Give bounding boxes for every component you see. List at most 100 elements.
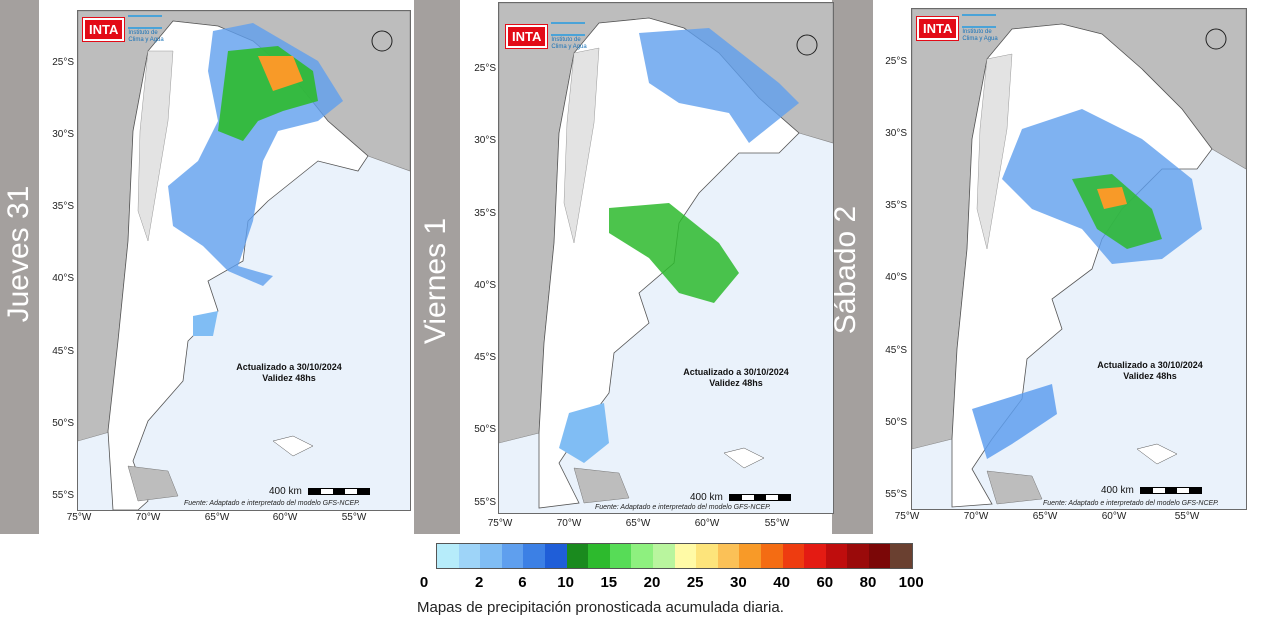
update-info: Actualizado a 30/10/2024 Validez 48hs [1085, 360, 1215, 382]
legend-swatch [523, 544, 545, 568]
legend-value: 80 [859, 574, 877, 591]
lon-label: 75°W [894, 511, 920, 522]
lon-label: 70°W [556, 518, 582, 529]
map-frame [498, 2, 834, 514]
tierra-del-fuego [573, 467, 630, 504]
andes-hatch [563, 47, 600, 244]
lat-label: 35°S [885, 200, 907, 211]
legend-value: 20 [643, 574, 661, 591]
legend-value: 100 [898, 574, 924, 591]
legend-swatch [501, 544, 524, 568]
precipitation-legend: 0 2 6 10 15 20 25 30 40 60 80 100 Mapas de precipit… [409, 538, 924, 628]
update-info: Actualizado a 30/10/2024 Validez 48hs [671, 367, 801, 389]
legend-swatch [717, 544, 740, 568]
inta-logo: INTA Instituto de Clima y Agua [81, 15, 172, 44]
lon-label: 60°W [272, 512, 298, 523]
waves-icon [128, 15, 163, 29]
lat-label: 40°S [474, 280, 496, 291]
lat-label: 30°S [474, 135, 496, 146]
lon-label: 75°W [487, 518, 513, 529]
inta-logo-text: INTA [504, 24, 549, 49]
update-date: Actualizado a 30/10/2024 [1097, 360, 1203, 370]
lat-label: 55°S [885, 489, 907, 500]
compass-mark [1205, 28, 1227, 50]
lon-label: 65°W [204, 512, 230, 523]
andes-hatch [137, 50, 174, 242]
legend-swatch [847, 544, 869, 568]
legend-values: 0 2 6 10 15 20 25 30 40 60 80 100 [409, 574, 924, 594]
legend-swatch [566, 544, 589, 568]
rain-orange [258, 56, 303, 91]
source-note: Fuente: Adaptado e interpretado del mode… [1043, 500, 1219, 507]
legend-value: 30 [730, 574, 747, 591]
lat-label: 50°S [52, 418, 74, 429]
lat-label: 30°S [885, 128, 907, 139]
lat-label: 40°S [885, 272, 907, 283]
legend-swatch [609, 544, 632, 568]
legend-value: 6 [518, 574, 527, 591]
rain-patagonia [972, 384, 1057, 459]
tierra-del-fuego [127, 465, 179, 502]
day-label-3: Sábado 2 [829, 205, 862, 335]
legend-swatch [652, 544, 675, 568]
rain-blue-south [559, 403, 609, 463]
falklands [1136, 443, 1178, 465]
scale-graphic [307, 488, 370, 495]
forecast-panel-1: INTA Instituto de Clima y Agua Actualiza… [39, 0, 411, 534]
institute-logo: Instituto de Clima y Agua [962, 14, 1006, 43]
lon-label: 55°W [1174, 511, 1200, 522]
scale-label: 400 km [690, 492, 723, 503]
forecast-panel-3: INTA Instituto de Clima y Agua Actualiza… [873, 0, 1262, 534]
lat-label: 40°S [52, 273, 74, 284]
lon-label: 70°W [963, 511, 989, 522]
source-note: Fuente: Adaptado e interpretado del mode… [595, 504, 771, 511]
legend-swatch [739, 544, 761, 568]
map-frame [911, 8, 1247, 510]
inta-logo-text: INTA [915, 16, 960, 41]
compass-mark [371, 30, 393, 52]
legend-value: 10 [557, 574, 574, 591]
lon-label: 55°W [764, 518, 790, 529]
legend-swatch [782, 544, 805, 568]
legend-swatch [588, 544, 610, 568]
scale-label: 400 km [269, 486, 302, 497]
rain-green-central [609, 203, 739, 303]
lat-label: 25°S [52, 57, 74, 68]
legend-value: 60 [816, 574, 834, 591]
lat-label: 50°S [885, 417, 907, 428]
legend-swatch [480, 544, 502, 568]
lon-label: 65°W [625, 518, 651, 529]
rain-patagonia [193, 311, 218, 336]
lat-label: 25°S [474, 63, 496, 74]
lon-label: 70°W [135, 512, 161, 523]
color-scale [436, 543, 914, 569]
scale-label: 400 km [1101, 485, 1134, 496]
validity: Validez 48hs [1123, 371, 1177, 381]
scale-graphic [1139, 487, 1202, 494]
legend-swatch [760, 544, 783, 568]
legend-value: 0 [419, 574, 429, 591]
validity: Validez 48hs [709, 378, 763, 388]
lat-label: 45°S [52, 346, 74, 357]
institute-logo: Instituto de Clima y Agua [128, 15, 172, 44]
legend-swatch [825, 544, 848, 568]
scale-bar: 400 km [269, 486, 370, 497]
update-date: Actualizado a 30/10/2024 [236, 362, 342, 372]
legend-swatch [544, 544, 567, 568]
update-info: Actualizado a 30/10/2024 Validez 48hs [224, 362, 354, 384]
rain-blue-north [639, 28, 799, 143]
map-frame [77, 10, 411, 511]
scale-bar: 400 km [690, 492, 791, 503]
institute-name: Instituto de Clima y Agua [962, 29, 998, 42]
legend-value: 15 [600, 574, 618, 591]
legend-value: 2 [475, 574, 484, 591]
legend-swatch [696, 544, 718, 568]
day-label-1: Jueves 31 [2, 185, 35, 323]
legend-value: 25 [686, 574, 704, 591]
lon-label: 60°W [694, 518, 720, 529]
validity: Validez 48hs [262, 373, 316, 383]
falklands [272, 435, 314, 457]
lat-label: 45°S [474, 352, 496, 363]
andes-hatch [976, 53, 1013, 250]
day-label-2: Viernes 1 [419, 217, 452, 345]
